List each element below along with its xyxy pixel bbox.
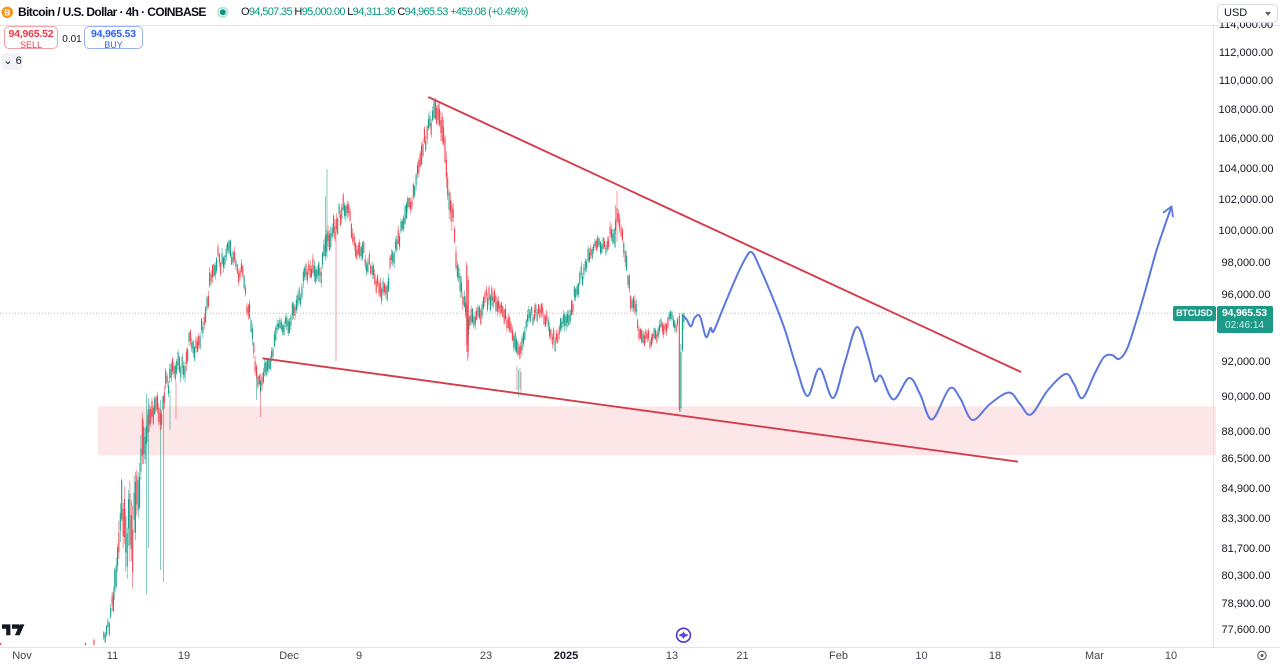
svg-text:B: B [4, 7, 10, 17]
